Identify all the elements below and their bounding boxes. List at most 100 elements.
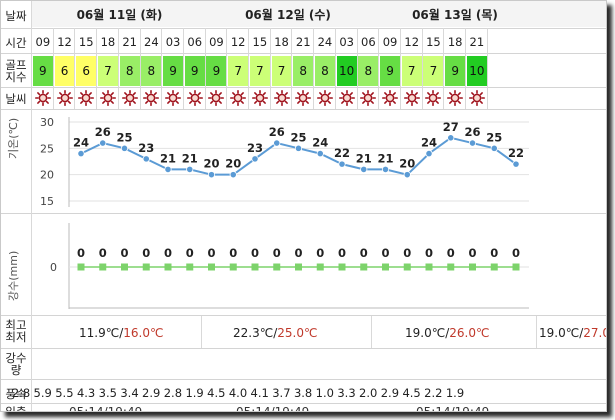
rain-point	[99, 263, 107, 271]
column-divider	[443, 28, 445, 109]
sun-icon	[206, 90, 226, 108]
minmax-label-text: 최고 최저	[5, 318, 27, 344]
column-divider	[248, 28, 249, 109]
rain-point	[512, 263, 520, 271]
minmax-row-label: 최고 최저	[1, 319, 31, 343]
rain-data-label: 0	[273, 246, 281, 260]
min-temp: 22.3℃	[233, 326, 274, 340]
temperature-point	[251, 155, 259, 163]
temperature-point	[229, 171, 237, 179]
weather-forecast-panel: 날짜 시간 골프 지수 날씨 06월 11일 (화) 06월 12일 (수) 0…	[0, 0, 607, 412]
temperature-data-label: 26	[464, 125, 480, 139]
column-divider	[399, 28, 401, 109]
rain-data-label: 0	[512, 246, 520, 260]
sun-icon	[76, 90, 96, 108]
golf-index-cell: 7	[97, 56, 118, 86]
rain-point	[142, 263, 150, 271]
hour-cell: 21	[469, 35, 485, 49]
rain-point	[77, 263, 85, 271]
golf-index-cell: 10	[466, 56, 487, 86]
sun-icon	[293, 90, 313, 108]
rain-point	[338, 263, 346, 271]
golf-index-cell: 7	[249, 56, 270, 86]
column-divider	[486, 28, 488, 109]
divider	[1, 53, 606, 54]
temperature-data-label: 27	[443, 120, 459, 134]
golf-index-cell: 9	[32, 56, 53, 86]
date-header-bg	[31, 1, 606, 27]
rain-point	[447, 263, 455, 271]
divider	[1, 213, 606, 214]
column-divider	[334, 28, 336, 109]
column-divider	[465, 28, 466, 109]
rain-data-label: 0	[381, 246, 389, 260]
temperature-point	[273, 139, 281, 147]
wind-speed-cell: 5.5	[55, 386, 74, 400]
golf-index-label-text: 골프 지수	[5, 58, 27, 84]
temperature-data-label: 20	[203, 157, 219, 171]
temperature-data-label: 21	[377, 151, 393, 165]
sun-icon	[315, 90, 335, 108]
temperature-point	[186, 165, 194, 173]
temperature-data-label: 23	[138, 141, 154, 155]
hour-cell: 21	[122, 35, 137, 49]
temperature-point	[338, 160, 346, 168]
sun-icon	[467, 90, 487, 108]
rain-data-label: 0	[360, 246, 368, 260]
rain-data-label: 0	[425, 246, 433, 260]
divider	[1, 28, 606, 29]
column-divider	[269, 28, 271, 109]
date-header-2: 06월 13일 (목)	[412, 8, 498, 22]
hour-cell: 18	[100, 35, 116, 49]
minmax-divider	[371, 315, 372, 348]
minmax-cell: 19.0℃/26.0℃	[405, 326, 489, 340]
rain-data-label: 0	[468, 246, 476, 260]
max-temp: 27.0℃	[583, 326, 606, 340]
wind-speed-cell: 3.3	[337, 386, 356, 400]
wind-speed-cell: 1.0	[315, 386, 334, 400]
minmax-divider	[536, 315, 537, 348]
sun-icon	[141, 90, 161, 108]
sun-icon	[402, 90, 422, 108]
hour-cell: 09	[209, 35, 224, 49]
date-row-label: 날짜	[5, 9, 27, 23]
divider	[1, 379, 606, 380]
hour-cell: 12	[57, 35, 72, 49]
golf-index-cell: 9	[445, 56, 466, 86]
rain-point	[425, 263, 433, 271]
temperature-data-label: 21	[182, 151, 198, 165]
temperature-point	[207, 171, 216, 179]
rain-point	[208, 263, 215, 271]
column-divider	[161, 28, 163, 109]
column-divider	[139, 28, 141, 109]
temperature-point	[294, 144, 303, 152]
weather-row-label: 날씨	[5, 92, 27, 106]
column-divider	[291, 28, 293, 109]
wind-speed-cell: 2.0	[359, 386, 378, 400]
hour-cell: 12	[404, 35, 420, 49]
hour-cell: 15	[426, 35, 441, 49]
golf-index-cell: 7	[401, 56, 422, 86]
rain-point	[229, 263, 237, 271]
hour-cell: 24	[317, 35, 333, 49]
golf-index-cell: 9	[163, 56, 184, 86]
temp-tick-label: 15	[40, 195, 54, 208]
golf-index-cell: 9	[380, 56, 401, 86]
temperature-data-label: 21	[356, 151, 372, 165]
hour-cell: 06	[361, 35, 376, 49]
rain-point	[360, 263, 368, 271]
temperature-data-label: 23	[247, 141, 263, 155]
rain-data-label: 0	[294, 246, 302, 260]
rain-data-label: 0	[490, 246, 498, 260]
hour-cell: 15	[252, 35, 268, 49]
rain-data-label: 0	[99, 246, 107, 260]
sun-icon	[228, 90, 248, 108]
column-divider	[52, 28, 54, 109]
rain-point	[469, 263, 476, 271]
max-temp: 26.0℃	[449, 326, 490, 340]
hour-cell: 06	[187, 35, 203, 49]
rain-point	[186, 263, 194, 271]
temperature-data-label: 25	[116, 130, 132, 144]
sunrise-sunset-cell: 05:14/19:49	[69, 405, 143, 412]
temperature-point	[99, 139, 107, 147]
